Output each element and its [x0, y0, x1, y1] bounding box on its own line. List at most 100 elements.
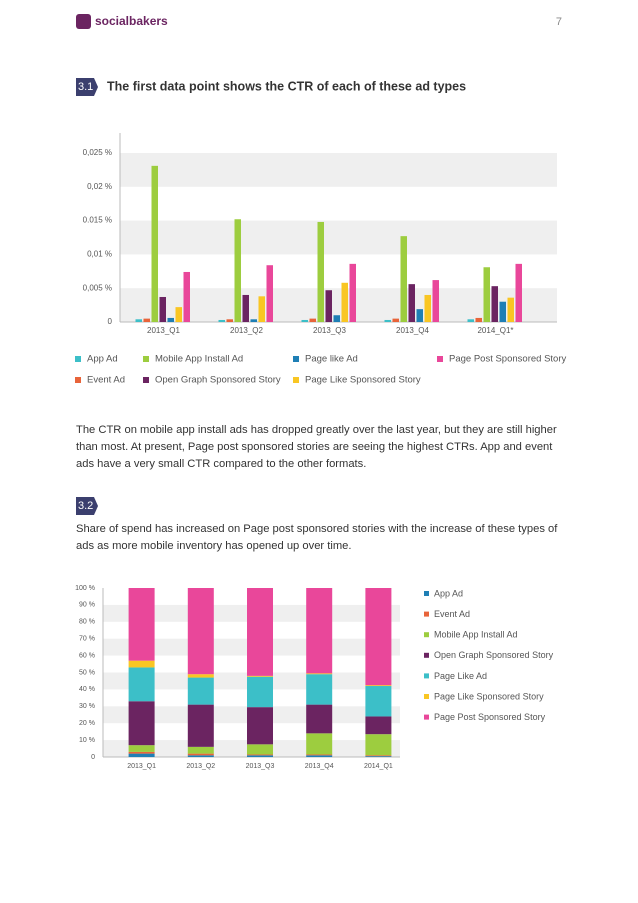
- bar: [507, 297, 514, 322]
- legend-label: Event Ad: [434, 609, 470, 619]
- y-tick-label: 60 %: [79, 652, 95, 659]
- bar: [475, 317, 482, 322]
- y-tick-label: 10 %: [79, 737, 95, 744]
- bar-segment: [187, 677, 214, 705]
- legend-swatch: [143, 377, 149, 383]
- page-number: 7: [556, 16, 562, 28]
- x-tick-label: 2013_Q4: [396, 326, 429, 335]
- legend-swatch: [424, 694, 429, 699]
- bar: [258, 296, 265, 322]
- bar-segment: [187, 588, 214, 675]
- bar: [408, 284, 415, 322]
- bar-segment: [306, 754, 333, 756]
- bar: [432, 280, 439, 322]
- y-tick-label: 0,005 %: [83, 283, 112, 292]
- bar: [175, 307, 182, 322]
- legend-swatch: [293, 377, 299, 383]
- bar: [250, 319, 257, 322]
- bar: [515, 263, 522, 322]
- bar-segment: [365, 734, 392, 756]
- bar-segment: [128, 751, 155, 754]
- section-title: The first data point shows the CTR of ea…: [107, 79, 466, 93]
- x-tick-label: 2013_Q1: [127, 763, 156, 770]
- bar: [167, 317, 174, 322]
- bar: [151, 165, 158, 322]
- bar-segment: [247, 744, 273, 755]
- bar-segment: [187, 704, 214, 747]
- bar-segment: [365, 588, 392, 686]
- y-tick-label: 0: [108, 317, 113, 326]
- bar: [333, 315, 340, 322]
- bar: [317, 221, 324, 322]
- legend-swatch: [75, 356, 81, 362]
- legend-swatch: [424, 632, 429, 638]
- legend-label: App Ad: [87, 354, 118, 365]
- legend-swatch: [424, 611, 429, 617]
- bar-segment: [187, 674, 214, 678]
- bar-segment: [247, 588, 273, 676]
- legend-label: Page Like Sponsored Story: [434, 691, 544, 701]
- bar-segment: [247, 675, 273, 677]
- bar-segment: [187, 753, 214, 756]
- x-tick-label: 2013_Q3: [313, 326, 346, 335]
- bar-segment: [247, 754, 273, 756]
- legend-label: Page Like Ad: [434, 671, 487, 681]
- section-number: 3.1: [78, 81, 93, 93]
- y-tick-label: 0.015 %: [83, 216, 112, 225]
- bar-segment: [365, 685, 392, 687]
- legend-label: Page like Ad: [305, 354, 358, 365]
- bar: [483, 267, 490, 322]
- legend-label: Open Graph Sponsored Story: [434, 650, 554, 660]
- bar-segment: [306, 704, 333, 734]
- bar-segment: [306, 733, 333, 755]
- paragraph: The CTR on mobile app install ads has dr…: [76, 424, 557, 470]
- legend-label: Event Ad: [87, 375, 125, 386]
- section-badge: [76, 78, 98, 96]
- y-tick-label: 70 %: [79, 636, 95, 643]
- bar: [266, 265, 273, 322]
- legend-label: Mobile App Install Ad: [434, 630, 518, 640]
- bar-segment: [128, 753, 155, 757]
- logo: socialbakers: [95, 14, 168, 28]
- x-tick-label: 2013_Q4: [305, 763, 334, 770]
- y-tick-label: 40 %: [79, 686, 95, 693]
- grid-band: [120, 153, 557, 187]
- bar: [135, 319, 142, 322]
- bar: [159, 296, 166, 322]
- y-tick-label: 20 %: [79, 720, 95, 727]
- bar: [392, 318, 399, 322]
- y-tick-label: 0,025 %: [83, 148, 112, 157]
- bar-segment: [128, 660, 155, 668]
- bar: [242, 294, 249, 322]
- bar: [424, 294, 431, 322]
- bar-segment: [247, 707, 273, 745]
- bar-segment: [306, 673, 333, 675]
- y-tick-label: 50 %: [79, 669, 95, 676]
- legend-swatch: [424, 714, 429, 720]
- y-tick-label: 0: [91, 754, 95, 761]
- bar: [183, 271, 190, 322]
- y-tick-label: 30 %: [79, 703, 95, 710]
- bar-segment: [365, 716, 392, 735]
- legend-swatch: [293, 356, 299, 362]
- x-tick-label: 2014_Q1: [364, 763, 393, 770]
- bar-segment: [306, 588, 333, 674]
- grid-band: [120, 220, 557, 255]
- x-tick-label: 2014_Q1*: [477, 326, 513, 335]
- legend-swatch: [424, 673, 429, 679]
- bar: [467, 319, 474, 322]
- bar-segment: [247, 755, 273, 757]
- bar-segment: [365, 686, 392, 717]
- y-tick-label: 80 %: [79, 619, 95, 626]
- legend-label: Page Like Sponsored Story: [305, 375, 421, 386]
- bar: [416, 309, 423, 322]
- bar-segment: [247, 676, 273, 708]
- bar: [234, 219, 241, 322]
- bar-segment: [128, 588, 155, 661]
- bar: [301, 319, 308, 322]
- bar: [499, 301, 506, 322]
- bar-segment: [306, 755, 333, 757]
- x-tick-label: 2013_Q2: [230, 326, 263, 335]
